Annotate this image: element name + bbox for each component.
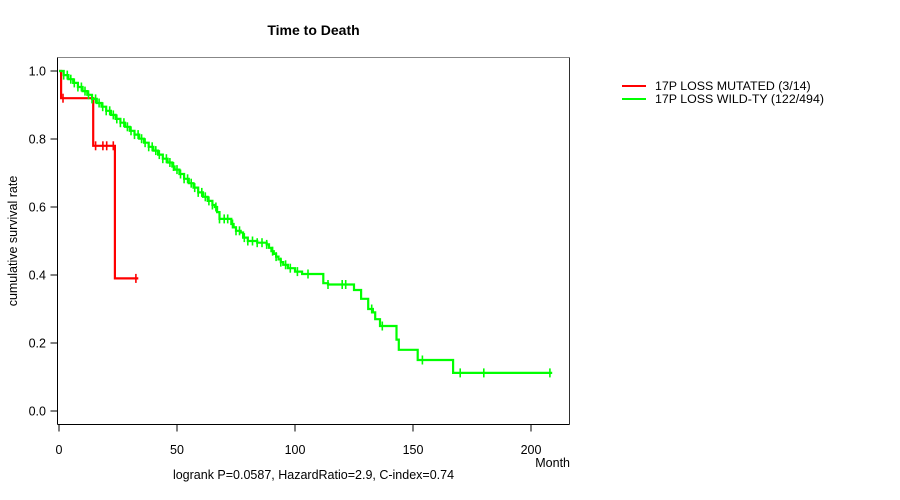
y-tick-label: 1.0 — [29, 65, 46, 79]
x-tick-label: 200 — [521, 443, 542, 457]
y-tick-label: 0.8 — [29, 133, 46, 147]
y-tick-label: 0.4 — [29, 269, 46, 283]
legend-line-green-icon — [622, 98, 646, 101]
y-tick-label: 0.0 — [29, 405, 46, 419]
x-tick-label: 150 — [403, 443, 424, 457]
legend: 17P LOSS MUTATED (3/14) 17P LOSS WILD-TY… — [622, 79, 824, 106]
legend-item-wildtype: 17P LOSS WILD-TY (122/494) — [622, 92, 824, 107]
y-tick-label: 0.2 — [29, 337, 46, 351]
legend-label-mutated: 17P LOSS MUTATED (3/14) — [655, 78, 811, 93]
stats-footnote: logrank P=0.0587, HazardRatio=2.9, C-ind… — [172, 468, 455, 482]
y-tick-label: 0.6 — [29, 201, 46, 215]
km-curve-wildtype — [59, 69, 553, 374]
y-axis-label: cumulative survival rate — [6, 175, 20, 307]
x-tick-label: 0 — [56, 443, 63, 457]
x-tick-label: 100 — [285, 443, 306, 457]
x-tick-label: 50 — [170, 443, 184, 457]
legend-item-mutated: 17P LOSS MUTATED (3/14) — [622, 79, 824, 93]
legend-line-red-icon — [622, 84, 646, 87]
legend-label-wildtype: 17P LOSS WILD-TY (122/494) — [655, 92, 824, 107]
x-axis-label: Month — [535, 456, 570, 470]
chart-title: Time to Death — [267, 22, 360, 38]
km-curve-mutated — [59, 69, 139, 280]
